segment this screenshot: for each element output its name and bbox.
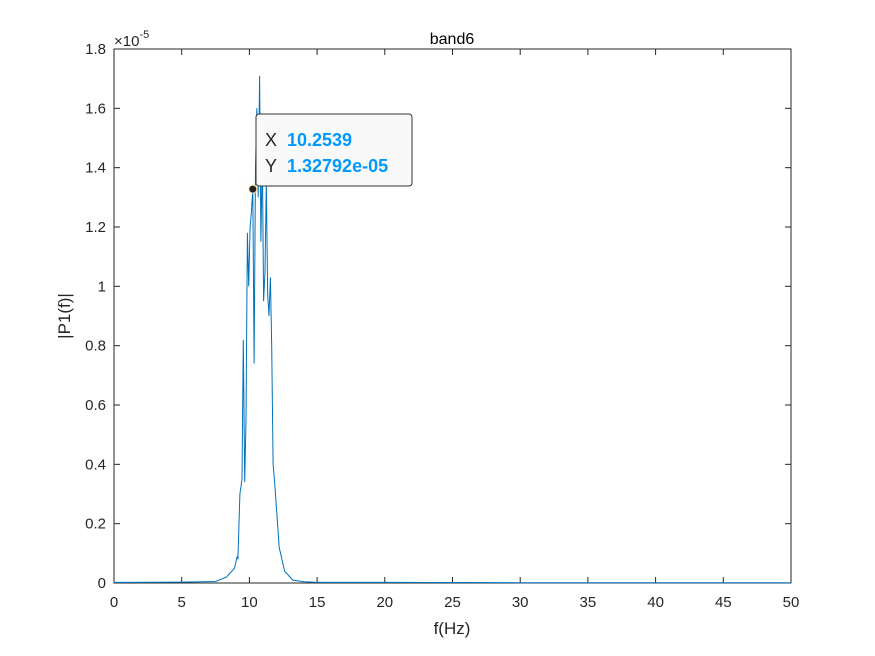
y-exponent-power: -5 — [139, 29, 149, 41]
x-tick-label: 0 — [110, 594, 118, 611]
y-tick-label: 1 — [98, 278, 106, 295]
y-tick-label: 0.2 — [85, 516, 106, 533]
datatip-x-key: X — [265, 130, 277, 150]
svg-text:×10-5: ×10-5 — [114, 29, 149, 50]
x-tick-label: 30 — [512, 594, 529, 611]
y-tick-label: 1.6 — [85, 100, 106, 117]
y-tick-label: 0.6 — [85, 397, 106, 414]
x-tick-label: 20 — [376, 594, 393, 611]
series-line — [113, 75, 791, 584]
x-tick-label: 50 — [783, 594, 800, 611]
x-tick-label: 35 — [580, 594, 597, 611]
datatip-y-value: 1.32792e-05 — [287, 156, 388, 176]
datatip-x-value: 10.2539 — [287, 130, 352, 150]
y-axis-label: |P1(f)| — [55, 293, 74, 339]
x-tick-label: 40 — [647, 594, 664, 611]
y-exponent-multiplier: × — [114, 33, 123, 50]
y-tick-label: 0.8 — [85, 338, 106, 355]
datatip-marker[interactable] — [248, 184, 258, 194]
y-exponent-label: ×10-5 — [114, 29, 149, 50]
x-tick-label: 10 — [241, 594, 258, 611]
y-tick-label: 1.2 — [85, 219, 106, 236]
y-tick-label: 0 — [98, 575, 106, 592]
plot-lines — [113, 75, 791, 584]
y-tick-label: 1.4 — [85, 160, 106, 177]
x-tick-label: 25 — [444, 594, 461, 611]
x-tick-label: 15 — [309, 594, 326, 611]
chart-title: band6 — [430, 31, 475, 48]
axes-box[interactable] — [113, 48, 792, 584]
y-tick-label: 0.4 — [85, 456, 106, 473]
x-tick-label: 5 — [178, 594, 186, 611]
datatip-box — [255, 113, 413, 187]
datatip-y-key: Y — [265, 156, 277, 176]
axis-ticks: 0 5 10 15 20 25 30 35 40 45 50 0 0.2 0.4 0.6 0.8 1 1.2 1.4… — [85, 41, 799, 611]
y-tick-label: 1.8 — [85, 41, 106, 58]
datatip[interactable]: X 10.2539 Y 1.32792e-05 — [248, 113, 413, 194]
x-axis-label: f(Hz) — [434, 619, 471, 638]
x-tick-label: 45 — [715, 594, 732, 611]
y-exponent-base: 10 — [123, 33, 140, 50]
